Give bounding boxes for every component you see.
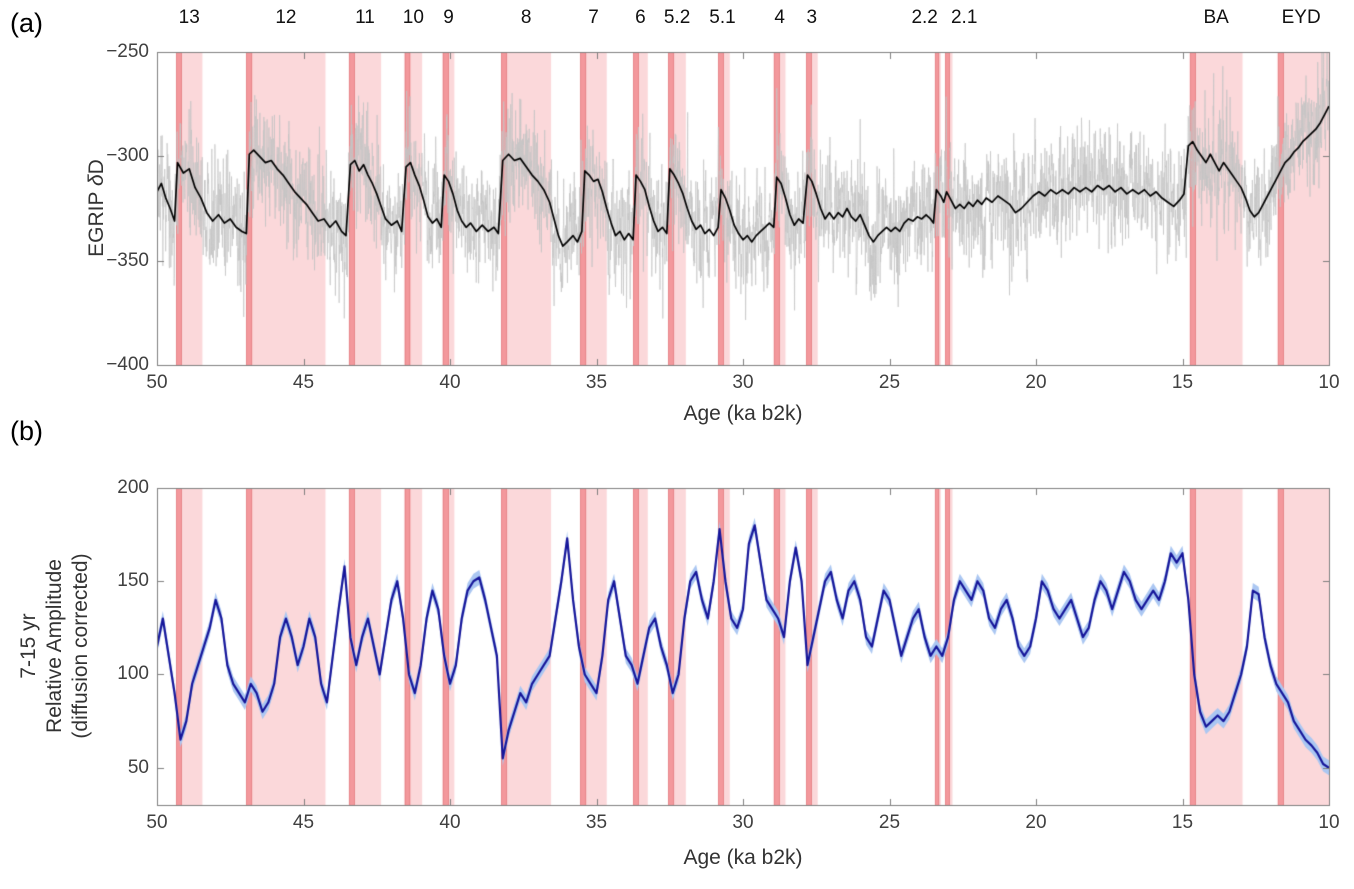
panel-b-y-axis-label: 7-15 yr Relative Amplitude (diffusion co… [16,486,94,806]
ylabel-a-suffix: D [85,159,108,175]
ylabel-b-line2: Relative Amplitude [43,559,66,733]
panel-b-plot-canvas [0,445,1354,889]
ylabel-a-prefix: EGRIP [85,186,108,257]
panel-a-letter: (a) [10,8,43,38]
delta-symbol: δ [85,174,108,187]
ylabel-b-line1: 7-15 yr [17,613,40,679]
ylabel-b-line3: (diffusion corrected) [69,553,92,739]
panel-a-y-axis-label: EGRIP δD [84,97,110,319]
panel-b-x-axis-label: Age (ka b2k) [683,846,803,869]
panel-a-x-axis-label: Age (ka b2k) [683,402,803,425]
panel-a-plot-canvas [0,0,1354,445]
panel-b-letter: (b) [10,416,43,446]
